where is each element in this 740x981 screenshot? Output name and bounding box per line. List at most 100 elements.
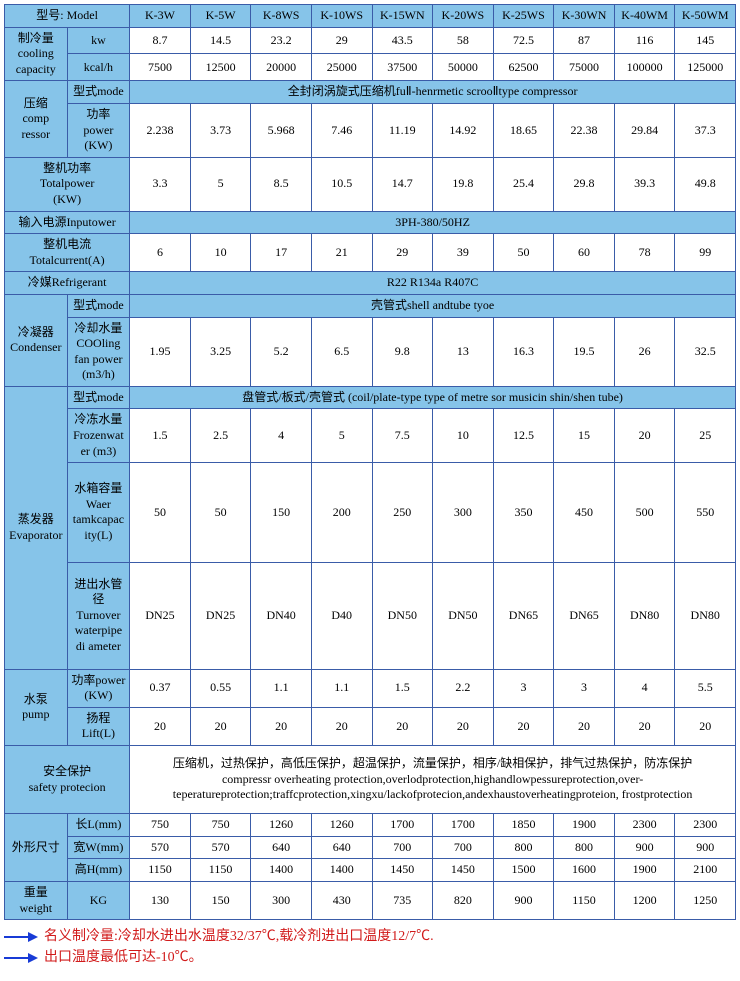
value-cell: 700	[433, 836, 494, 859]
value-cell: 62500	[493, 54, 554, 81]
value-cell: 16.3	[493, 317, 554, 386]
note-text: 出口温度最低可达-10℃。	[44, 947, 203, 968]
evap-mode-label: 型式mode	[67, 386, 130, 409]
value-cell: 300	[251, 881, 312, 919]
dims-label: 外形尺寸	[5, 814, 68, 882]
value-cell: 29.8	[554, 157, 615, 211]
wid-label: 宽W(mm)	[67, 836, 130, 859]
value-cell: 1.1	[251, 669, 312, 707]
value-cell: 15	[554, 409, 615, 463]
evap-mode-value: 盘管式/板式/壳管式 (coil/plate-type type of metr…	[130, 386, 736, 409]
value-cell: 11.19	[372, 103, 433, 157]
value-cell: 5.5	[675, 669, 736, 707]
comp-mode-value: 全封闭涡旋式压缩机fuⅡ-henrmetic scrooⅡtype compre…	[130, 81, 736, 104]
value-cell: 1400	[311, 859, 372, 882]
evap-pipe-label: 进出水管径Turnoverwaterpipedi ameter	[67, 562, 130, 669]
value-cell: 1150	[130, 859, 191, 882]
value-cell: 4	[614, 669, 675, 707]
value-cell: 2.238	[130, 103, 191, 157]
condenser-label: 冷凝器Condenser	[5, 294, 68, 386]
value-cell: 20	[433, 707, 494, 745]
value-cell: 1150	[554, 881, 615, 919]
value-cell: 1900	[554, 814, 615, 837]
cooling-label: 制冷量coolingcapacity	[5, 27, 68, 81]
value-cell: 3.73	[190, 103, 251, 157]
value-cell: 50	[190, 463, 251, 562]
value-cell: 100000	[614, 54, 675, 81]
value-cell: 430	[311, 881, 372, 919]
value-cell: 0.55	[190, 669, 251, 707]
hei-label: 高H(mm)	[67, 859, 130, 882]
cond-mode-value: 壳管式shell andtube tyoe	[130, 294, 736, 317]
value-cell: 700	[372, 836, 433, 859]
value-cell: 1.5	[130, 409, 191, 463]
safety-label: 安全保护safety protecion	[5, 745, 130, 813]
model-header: K-40WM	[614, 5, 675, 28]
value-cell: 116	[614, 27, 675, 54]
footnotes: 名义制冷量:冷却水进出水温度32/37℃,载冷剂进出口温度12/7℃. 出口温度…	[4, 926, 736, 968]
cond-mode-label: 型式mode	[67, 294, 130, 317]
note-line: 名义制冷量:冷却水进出水温度32/37℃,载冷剂进出口温度12/7℃.	[4, 926, 736, 947]
value-cell: 5.968	[251, 103, 312, 157]
value-cell: 25	[675, 409, 736, 463]
value-cell: 43.5	[372, 27, 433, 54]
value-cell: 18.65	[493, 103, 554, 157]
value-cell: 8.5	[251, 157, 312, 211]
pump-power-label: 功率power(KW)	[67, 669, 130, 707]
value-cell: 735	[372, 881, 433, 919]
value-cell: DN50	[372, 562, 433, 669]
value-cell: 5.2	[251, 317, 312, 386]
value-cell: 4	[251, 409, 312, 463]
value-cell: 1.95	[130, 317, 191, 386]
value-cell: 2300	[675, 814, 736, 837]
value-cell: 20	[493, 707, 554, 745]
value-cell: 150	[251, 463, 312, 562]
value-cell: 250	[372, 463, 433, 562]
value-cell: DN25	[190, 562, 251, 669]
compressor-label: 压缩compressor	[5, 81, 68, 157]
value-cell: 39.3	[614, 157, 675, 211]
value-cell: 5	[311, 409, 372, 463]
value-cell: 1.1	[311, 669, 372, 707]
value-cell: 25000	[311, 54, 372, 81]
value-cell: DN65	[493, 562, 554, 669]
value-cell: 22.38	[554, 103, 615, 157]
model-header: K-50WM	[675, 5, 736, 28]
value-cell: 7.5	[372, 409, 433, 463]
value-cell: 150	[190, 881, 251, 919]
value-cell: 20	[372, 707, 433, 745]
model-header: K-8WS	[251, 5, 312, 28]
value-cell: 37.3	[675, 103, 736, 157]
value-cell: 570	[190, 836, 251, 859]
total-current-label: 整机电流Totalcurrent(A)	[5, 234, 130, 272]
value-cell: 87	[554, 27, 615, 54]
value-cell: 19.8	[433, 157, 494, 211]
value-cell: 1900	[614, 859, 675, 882]
value-cell: 20	[554, 707, 615, 745]
value-cell: 20000	[251, 54, 312, 81]
value-cell: 2300	[614, 814, 675, 837]
value-cell: 29.84	[614, 103, 675, 157]
value-cell: 1450	[372, 859, 433, 882]
value-cell: 29	[372, 234, 433, 272]
refrigerant-label: 冷媒Refrigerant	[5, 272, 130, 295]
value-cell: 900	[675, 836, 736, 859]
value-cell: 1850	[493, 814, 554, 837]
value-cell: 2.2	[433, 669, 494, 707]
value-cell: 3.3	[130, 157, 191, 211]
value-cell: 58	[433, 27, 494, 54]
value-cell: 450	[554, 463, 615, 562]
value-cell: DN50	[433, 562, 494, 669]
value-cell: 10	[190, 234, 251, 272]
value-cell: 130	[130, 881, 191, 919]
value-cell: 7.46	[311, 103, 372, 157]
value-cell: 72.5	[493, 27, 554, 54]
value-cell: 145	[675, 27, 736, 54]
value-cell: 800	[493, 836, 554, 859]
refrigerant-value: R22 R134a R407C	[130, 272, 736, 295]
model-header: K-25WS	[493, 5, 554, 28]
value-cell: DN25	[130, 562, 191, 669]
value-cell: 500	[614, 463, 675, 562]
value-cell: 1250	[675, 881, 736, 919]
value-cell: 21	[311, 234, 372, 272]
